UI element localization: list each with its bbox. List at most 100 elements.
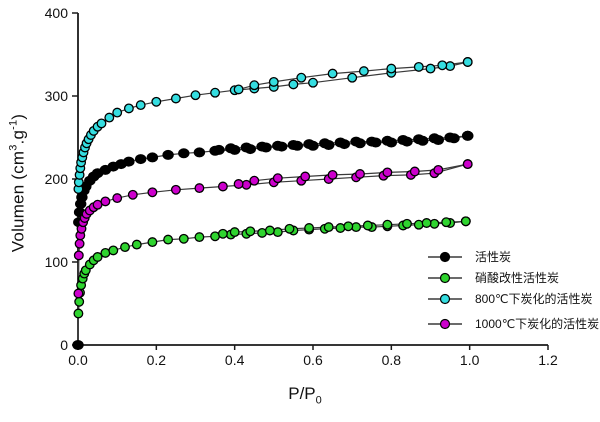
series-2-point [210,87,221,98]
y-axis-title-text2: .g [8,129,28,145]
series-0-point [123,156,135,167]
series-2-point [386,63,397,74]
series-3-desorption-line [238,163,468,185]
legend-label: 1000℃下炭化的活性炭 [475,317,600,331]
series-0-point [366,136,378,147]
legend: 活性炭 硝酸改性活性炭 800℃下炭化的活性炭 1000℃下炭化的活性炭 [428,248,599,332]
series-1-point [245,226,256,237]
series-0-point [462,130,474,141]
series-3-point [300,171,311,182]
legend-marker-icon [428,251,462,262]
y-axis-title: Volumen (cm3.g-1) [8,114,29,252]
series-1-point [402,218,412,229]
series-1-point [272,227,283,238]
series-3-point [272,173,283,184]
series-1-point [413,219,424,230]
series-2-point [358,66,369,77]
series-0-point [334,137,347,148]
series-2-point [190,90,201,101]
series-3-point [409,166,420,177]
series-2-point [308,77,318,88]
series-1-point [74,296,85,307]
series-0-point [178,148,190,159]
series-2-point [268,76,279,87]
x-axis-title: P/P0 [288,384,322,406]
series-3-point [127,189,138,200]
series-0-point [381,135,394,146]
series-1-point [92,252,103,262]
x-axis-title-sub: 0 [315,394,322,407]
series-1-point [194,232,205,243]
legend-item-activated-carbon: 活性炭 [428,248,599,265]
series-1-point [229,227,240,238]
series-1-point [421,218,432,228]
series-2-point [249,80,260,91]
x-tick-label: 0.0 [68,352,88,368]
x-tick-label: 0.8 [382,352,402,368]
series-2-point [104,112,115,123]
legend-item-carbonized-1000c: 1000℃下炭化的活性炭 [428,315,599,332]
series-0-point [193,147,206,158]
series-2-point [96,118,107,129]
series-3-point [327,169,338,180]
series-2-point [296,72,307,83]
series-0-point [146,152,159,163]
series-1-point [131,239,142,250]
series-0-point [428,133,441,144]
series-2-point [170,93,181,104]
series-0-point [413,134,425,145]
legend-marker-icon [428,318,462,329]
y-tick-label: 200 [45,171,69,187]
series-0-point [162,149,174,160]
y-tick-label: 300 [45,88,69,104]
series-1-point [441,217,452,228]
series-0-point [272,140,284,151]
legend-label: 硝酸改性活性炭 [475,271,560,285]
legend-label: 800℃下炭化的活性炭 [475,292,593,306]
legend-marker-icon [428,272,462,283]
series-0-point [240,142,253,153]
legend-marker-icon [428,293,462,304]
series-0-point [256,141,268,152]
series-3-point [73,288,84,299]
series-3-point [462,159,473,170]
series-2-point [347,72,358,83]
series-0-point [134,154,147,165]
x-tick-label: 1.0 [460,352,480,368]
series-2-point [151,96,162,107]
series-1-point [163,234,174,245]
series-3-point [355,169,365,179]
y-axis-title-sup2: -1 [7,119,20,130]
y-tick-label: 0 [60,337,68,353]
series-1-point [323,222,334,233]
series-2-point [327,68,338,79]
series-2-point [233,84,244,95]
series-1-point [304,223,315,233]
legend-label: 活性炭 [475,250,512,264]
legend-item-nitric-acid-modified: 硝酸改性活性炭 [428,269,599,286]
series-2-point [123,103,134,114]
series-2-point [425,63,436,74]
y-axis-title-text: Volumen (cm [8,150,28,253]
series-0-point [72,340,84,351]
series-1-adsorption-line [77,220,466,314]
series-3-point [382,167,393,178]
series-1-point [284,223,295,234]
series-2-point [437,60,448,71]
legend-item-carbonized-800c: 800℃下炭化的活性炭 [428,290,599,307]
series-2-point [112,107,123,118]
series-0-point [287,140,300,151]
series-3-point [433,164,444,175]
x-tick-label: 0.6 [303,352,323,368]
series-3-point [100,196,111,207]
y-axis-title-text3: ) [8,113,28,120]
series-0-point [303,139,315,150]
series-1-point [362,220,373,231]
series-1-point [264,225,275,236]
series-3-point [147,187,158,198]
x-tick-label: 0.2 [147,352,167,368]
series-3-point [73,250,84,261]
series-1-point [108,245,119,256]
series-3-point [170,184,181,195]
